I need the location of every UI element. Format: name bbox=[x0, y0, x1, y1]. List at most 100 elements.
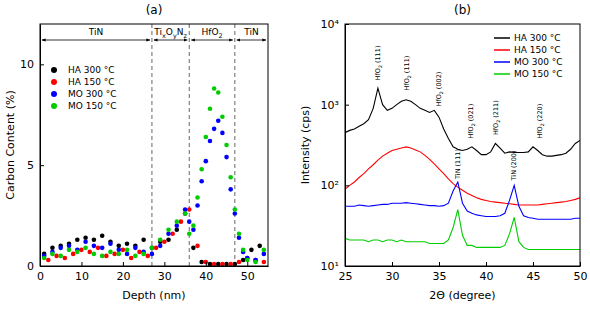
point bbox=[154, 246, 159, 251]
legend-item: HA 300 °C bbox=[51, 65, 115, 75]
tick-label: 30 bbox=[158, 270, 172, 283]
point bbox=[187, 231, 192, 236]
point bbox=[158, 237, 163, 242]
panel: 25303540455010¹10²10³10⁴HfO2 (111)HfO2 (… bbox=[299, 3, 588, 302]
marks bbox=[42, 86, 266, 266]
text-part: Ti bbox=[153, 27, 162, 37]
point bbox=[116, 248, 121, 253]
tick: 50 bbox=[241, 262, 255, 283]
point bbox=[195, 244, 200, 249]
point bbox=[108, 250, 113, 255]
legend-line bbox=[494, 61, 510, 63]
legend-label: MO 150 °C bbox=[514, 69, 563, 79]
series-line bbox=[345, 88, 580, 156]
tick-label: 5 bbox=[27, 159, 34, 172]
text-part: (211) bbox=[492, 100, 500, 120]
legend-item: MO 150 °C bbox=[51, 101, 117, 111]
text-part: N bbox=[177, 27, 184, 37]
point bbox=[166, 237, 171, 242]
tick-label: 40 bbox=[199, 270, 213, 283]
legend-label: MO 150 °C bbox=[68, 101, 117, 111]
text-part: (021) bbox=[467, 104, 475, 124]
panel-title: (b) bbox=[454, 3, 471, 17]
peak-label: HfO2 (211) bbox=[492, 100, 501, 135]
point bbox=[191, 246, 196, 251]
text-part: (002) bbox=[435, 72, 443, 92]
peak-label: TiN (200) bbox=[510, 150, 518, 181]
tick-mark bbox=[345, 185, 349, 186]
point bbox=[42, 256, 47, 261]
point bbox=[204, 135, 209, 140]
point bbox=[212, 127, 217, 132]
y-axis: 10¹10²10³10⁴ bbox=[321, 18, 349, 273]
region-boundary bbox=[189, 24, 190, 266]
point bbox=[224, 143, 229, 148]
point bbox=[166, 231, 171, 236]
point bbox=[145, 254, 150, 259]
point bbox=[237, 231, 242, 236]
tick-label: 50 bbox=[574, 270, 588, 283]
tick: 35 bbox=[433, 262, 447, 283]
text-part: TiN bbox=[243, 27, 258, 37]
point bbox=[212, 86, 217, 91]
point bbox=[116, 252, 121, 257]
point bbox=[199, 260, 204, 265]
region-boundary bbox=[234, 24, 235, 266]
text-part: HfO bbox=[435, 94, 443, 106]
tick-label: 10² bbox=[321, 179, 339, 192]
point bbox=[233, 207, 238, 212]
point bbox=[183, 207, 188, 212]
tick-mark bbox=[81, 262, 82, 266]
text-part: TiN (111) bbox=[454, 149, 462, 180]
tick-mark bbox=[392, 262, 393, 266]
point bbox=[158, 244, 163, 249]
point bbox=[50, 246, 55, 251]
point bbox=[237, 235, 242, 240]
legend-item: HA 150 °C bbox=[494, 45, 561, 55]
legend-item: HA 150 °C bbox=[51, 77, 115, 87]
legend-label: HA 150 °C bbox=[68, 77, 115, 87]
tick-mark bbox=[345, 105, 349, 106]
tick-mark bbox=[533, 262, 534, 266]
point bbox=[241, 258, 246, 263]
point bbox=[175, 223, 180, 228]
legend-marker bbox=[51, 67, 57, 73]
region-label: TiN bbox=[88, 27, 103, 37]
text-part: HfO bbox=[536, 126, 544, 138]
plot-frame bbox=[345, 24, 580, 266]
tick-label: 35 bbox=[433, 270, 447, 283]
figure: TiNTixOyNzHfO2TiN010203040500510(a)Depth… bbox=[0, 0, 590, 310]
point bbox=[228, 262, 233, 266]
point bbox=[67, 244, 72, 249]
point bbox=[100, 246, 105, 251]
tick: 40 bbox=[480, 262, 494, 283]
subscript: 2 bbox=[218, 32, 222, 40]
tick-label: 45 bbox=[527, 270, 541, 283]
point bbox=[262, 248, 267, 253]
subscript: z bbox=[184, 32, 188, 40]
tick-mark bbox=[439, 262, 440, 266]
tick-label: 0 bbox=[37, 270, 44, 283]
tick: 10 bbox=[20, 58, 44, 71]
point bbox=[237, 260, 242, 265]
tick: 20 bbox=[116, 262, 130, 283]
point bbox=[208, 262, 213, 266]
legend-line bbox=[494, 73, 510, 75]
tick: 50 bbox=[574, 262, 588, 283]
panel: TiNTixOyNzHfO2TiN010203040500510(a)Depth… bbox=[4, 3, 269, 302]
tick-mark bbox=[164, 262, 165, 266]
point bbox=[92, 244, 97, 249]
tick-label: 0 bbox=[27, 260, 34, 273]
point bbox=[75, 237, 80, 242]
point bbox=[175, 219, 180, 224]
point bbox=[92, 252, 97, 257]
y-axis-title: Carbon Content (%) bbox=[4, 90, 17, 199]
peak-label: HfO2 (021) bbox=[467, 104, 476, 139]
region-boundary bbox=[151, 24, 152, 266]
tick: 10 bbox=[75, 262, 89, 283]
point bbox=[71, 252, 76, 257]
legend-item: MO 300 °C bbox=[494, 57, 563, 67]
tick: 45 bbox=[527, 262, 541, 283]
point bbox=[191, 223, 196, 228]
point bbox=[83, 235, 88, 240]
